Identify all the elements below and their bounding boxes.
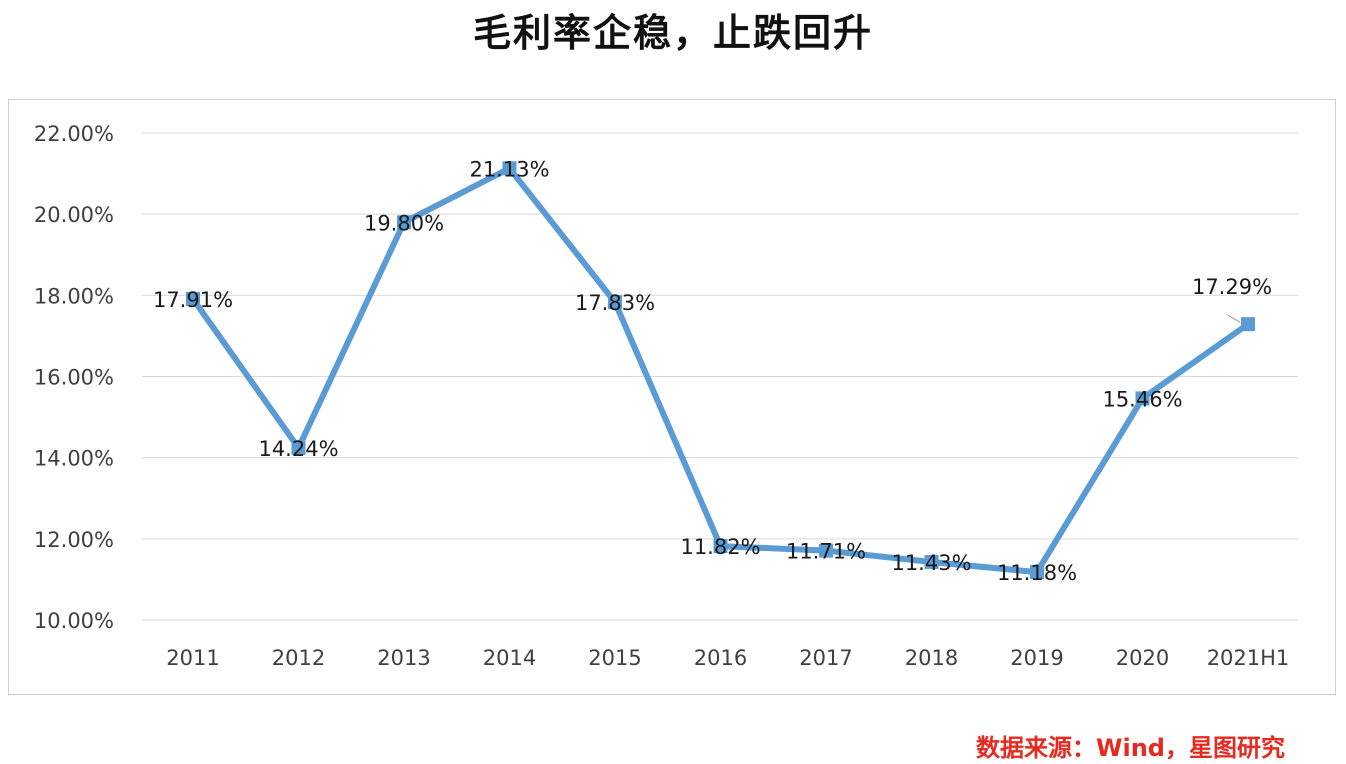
data-label: 14.24% xyxy=(258,437,338,461)
plot-area xyxy=(8,99,1336,695)
data-point xyxy=(713,539,728,554)
y-tick-label: 18.00% xyxy=(34,284,114,308)
series-line xyxy=(190,165,1251,576)
chart-title: 毛利率企稳，止跌回升 xyxy=(472,11,873,55)
data-label: 17.29% xyxy=(1192,275,1272,299)
data-point xyxy=(291,440,306,455)
data-label: 11.43% xyxy=(891,551,971,575)
y-tick-label: 12.00% xyxy=(34,528,114,552)
data-point xyxy=(608,295,622,310)
y-tick-label: 20.00% xyxy=(34,203,114,227)
data-label: 19.80% xyxy=(364,211,444,235)
x-tick-label: 2016 xyxy=(694,646,747,670)
y-tick-label: 10.00% xyxy=(34,609,114,633)
series-line-path xyxy=(190,165,1251,576)
x-tick-label: 2015 xyxy=(588,646,641,670)
y-tick-label: 22.00% xyxy=(34,122,114,146)
y-tick-label: 16.00% xyxy=(34,366,114,390)
data-point xyxy=(186,291,200,306)
data-point xyxy=(1241,317,1255,332)
data-label: 11.82% xyxy=(680,535,760,559)
data-point xyxy=(924,554,939,569)
data-point xyxy=(502,161,517,176)
data-label: 17.91% xyxy=(153,288,233,312)
label-leader-line xyxy=(1227,314,1241,323)
x-tick-label: 2020 xyxy=(1116,646,1169,670)
data-point xyxy=(1030,565,1044,580)
y-axis-ticks: 22.00% 20.00% 18.00% 16.00% 14.00% 12.00% 10.0… xyxy=(34,122,114,633)
x-tick-label: 2017 xyxy=(799,646,852,670)
series-markers xyxy=(186,161,1255,580)
data-point xyxy=(1135,391,1150,406)
data-point xyxy=(819,543,833,558)
x-tick-label: 2012 xyxy=(272,646,325,670)
x-tick-label: 2013 xyxy=(377,646,430,670)
x-tick-label: 2018 xyxy=(905,646,958,670)
x-tick-label: 2011 xyxy=(166,646,219,670)
data-label: 17.83% xyxy=(575,291,655,315)
y-tick-label: 14.00% xyxy=(34,447,114,471)
data-label: 11.71% xyxy=(786,540,866,564)
x-axis-ticks: 2011 2012 2013 2014 2015 2016 2017 2018 2019 2020… xyxy=(166,646,1289,670)
data-point xyxy=(397,215,411,230)
x-tick-label: 2014 xyxy=(483,646,536,670)
x-tick-label: 2021H1 xyxy=(1207,646,1290,670)
data-label: 11.18% xyxy=(997,561,1077,585)
x-tick-label: 2019 xyxy=(1010,646,1063,670)
source-note: 数据来源：Wind，星图研究 xyxy=(976,734,1285,762)
data-label: 15.46% xyxy=(1102,387,1182,411)
data-label: 21.13% xyxy=(469,157,549,181)
data-labels: 17.91% 14.24% 19.80% 21.13% 17.83% 11.82% 11.7… xyxy=(153,157,1272,585)
